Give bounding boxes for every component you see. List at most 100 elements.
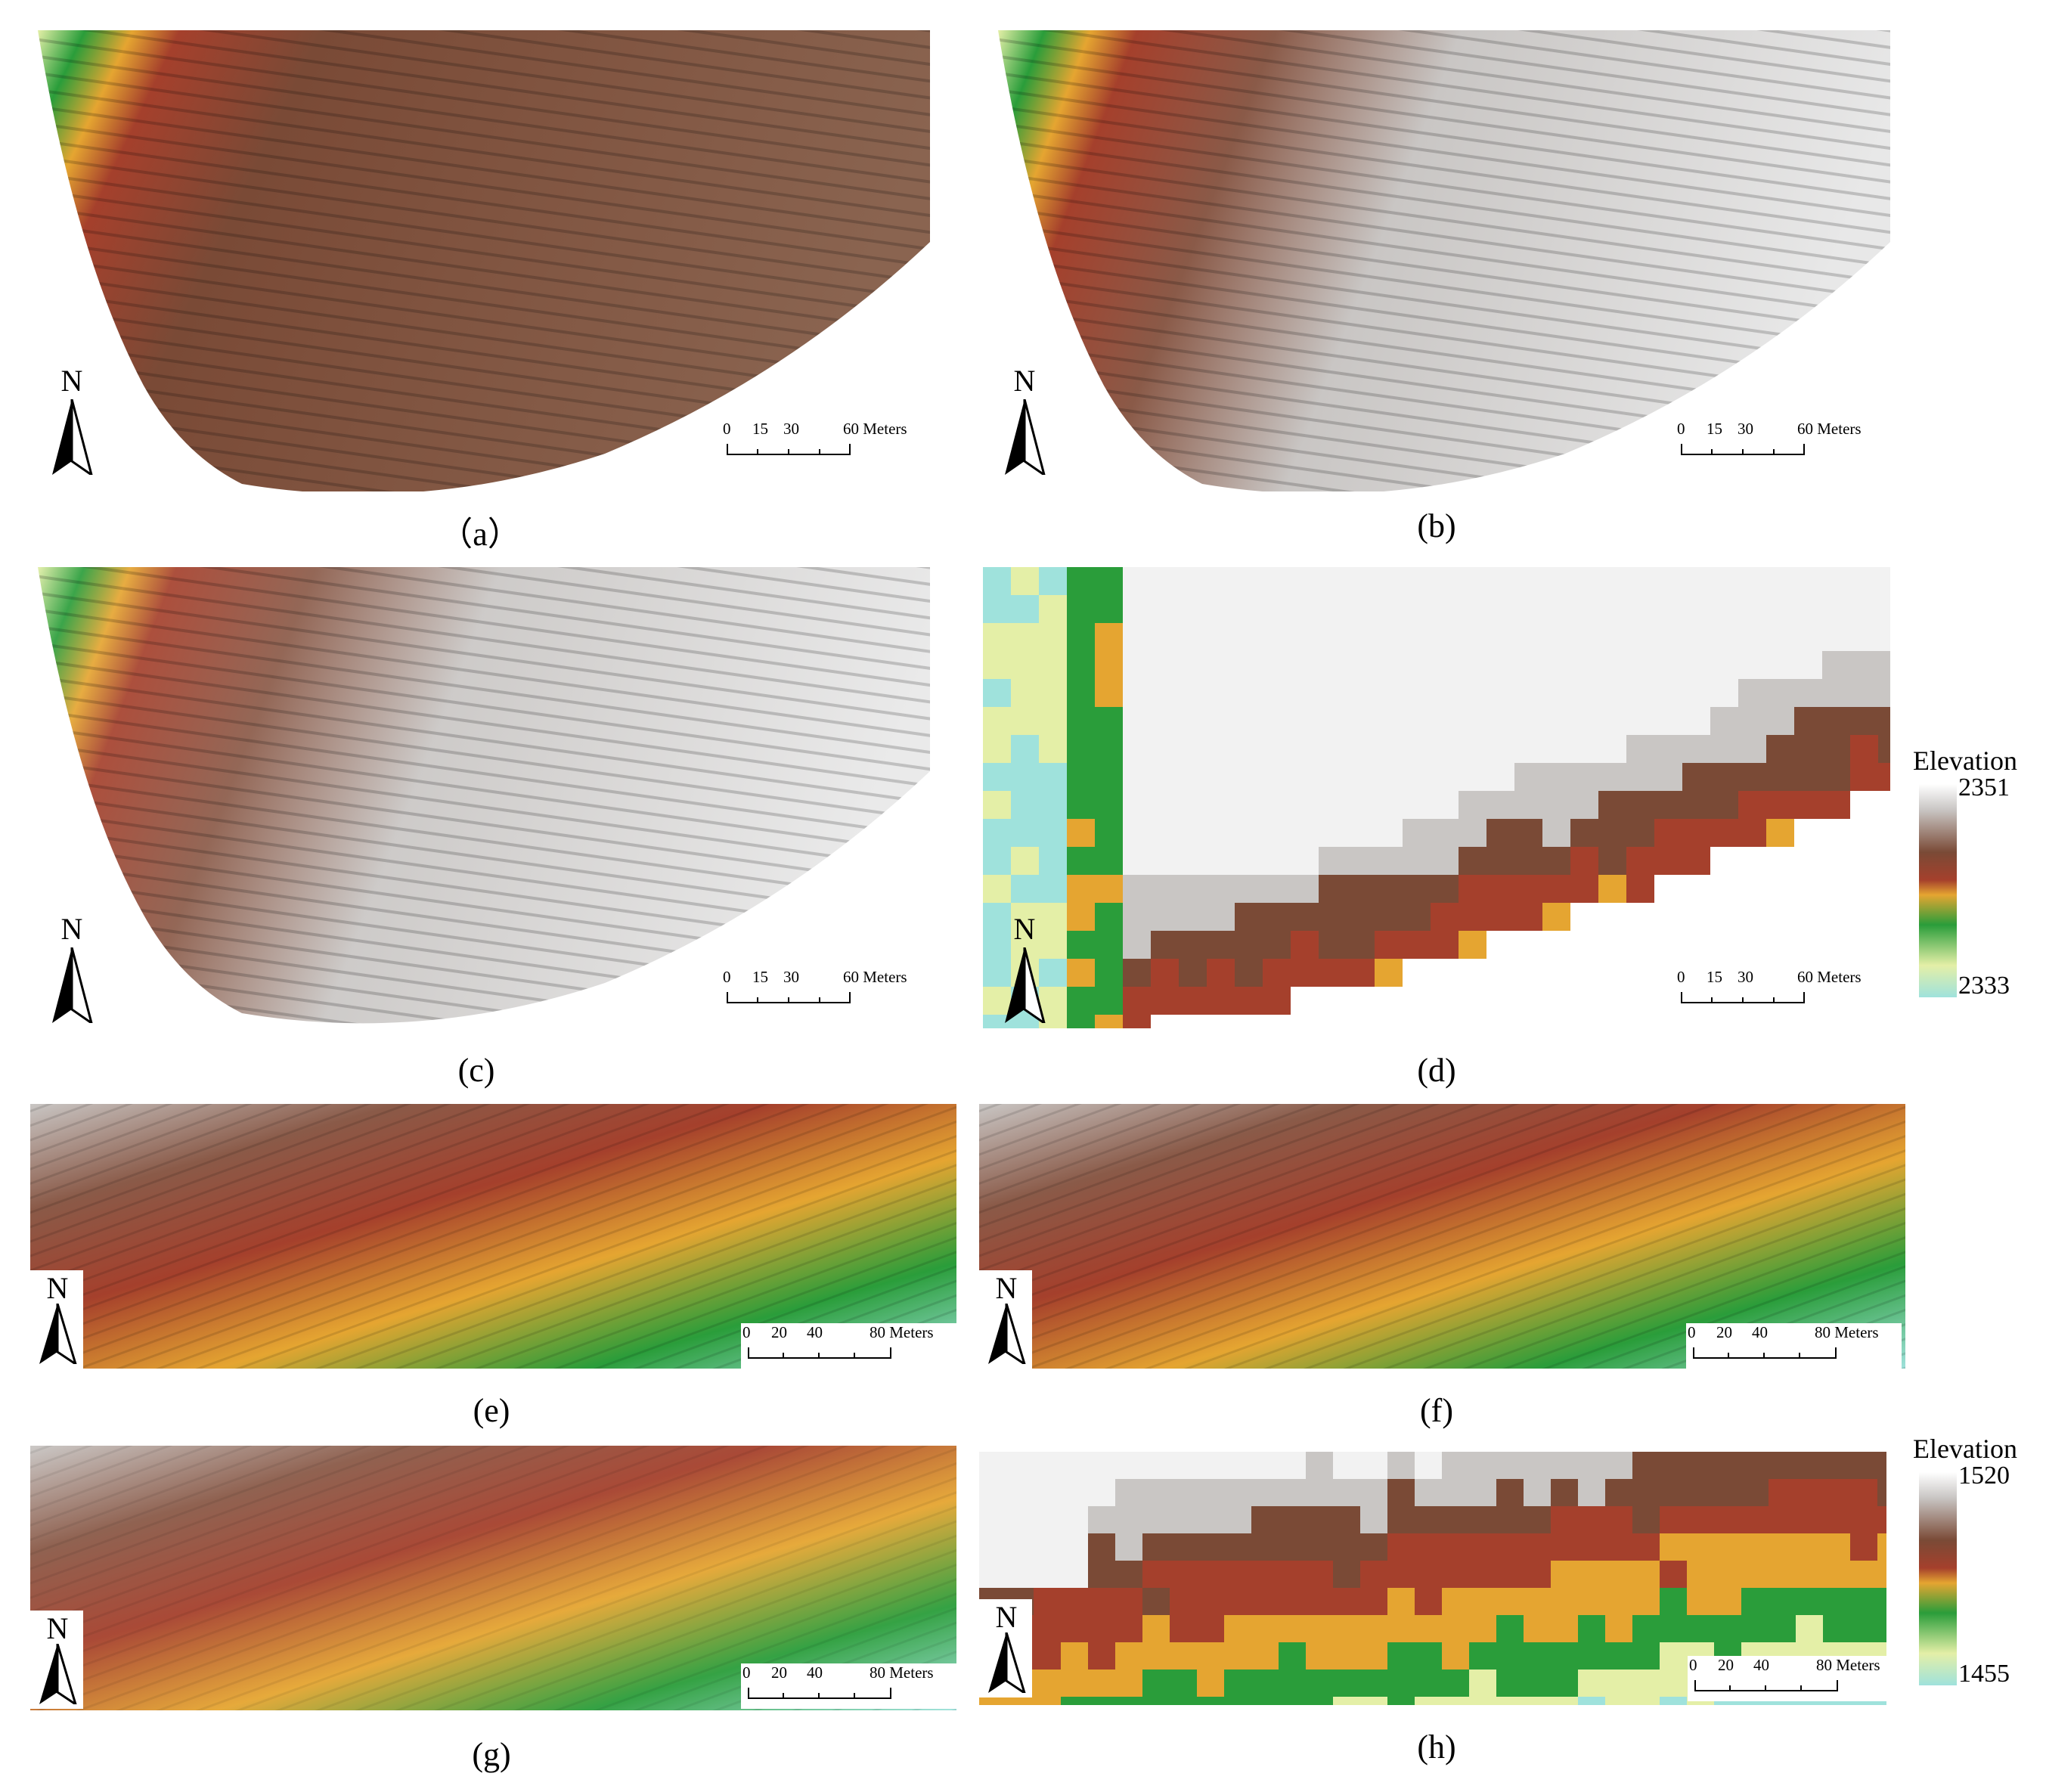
elevation-cell [1207, 959, 1235, 987]
scale-bar-line [1681, 444, 1805, 455]
elevation-cell [1626, 567, 1654, 595]
elevation-cell [1263, 903, 1291, 931]
elevation-cell [1263, 931, 1291, 959]
elevation-cell [1387, 1452, 1415, 1479]
elevation-cell [1766, 735, 1794, 763]
elevation-cell [1387, 1642, 1415, 1670]
elevation-cell [1251, 1533, 1279, 1561]
elevation-cell [1850, 595, 1878, 623]
elevation-cell [1878, 651, 1890, 679]
elevation-cell [1039, 903, 1067, 931]
scale-tick-label: 40 [807, 1663, 823, 1682]
elevation-cell [1207, 623, 1235, 651]
elevation-cell [1654, 679, 1682, 707]
scale-bar-line [1693, 1347, 1837, 1359]
elevation-cell [1738, 707, 1766, 735]
elevation-cell [1878, 595, 1890, 623]
elevation-cell [1179, 595, 1207, 623]
elevation-cell [1469, 1588, 1496, 1615]
elevation-cell [1251, 1615, 1279, 1642]
elevation-cell [1794, 679, 1822, 707]
elevation-cell [1431, 707, 1459, 735]
elevation-cell [1291, 847, 1319, 875]
elevation-cell [1115, 1670, 1142, 1697]
elevation-cell [1710, 679, 1738, 707]
elevation-cell [1375, 903, 1403, 931]
elevation-cell [1306, 1670, 1333, 1697]
elevation-cell [1486, 903, 1514, 931]
elevation-cell [1179, 735, 1207, 763]
elevation-cell [1403, 931, 1431, 959]
elevation-cell [1011, 819, 1039, 847]
elevation-cell [979, 1506, 1006, 1533]
elevation-cell [1403, 819, 1431, 847]
elevation-cell [1570, 623, 1598, 651]
elevation-cell [1170, 1533, 1197, 1561]
elevation-cell [1766, 763, 1794, 791]
elevation-cell [1822, 623, 1850, 651]
elevation-cell [1207, 679, 1235, 707]
elevation-cell [1431, 903, 1459, 931]
elevation-cell [1224, 1588, 1251, 1615]
elevation-cell [1279, 1588, 1306, 1615]
elevation-cell [1115, 1697, 1142, 1705]
north-arrow-b: N [1002, 363, 1047, 476]
north-arrow-icon [39, 1644, 77, 1704]
elevation-cell [1115, 1642, 1142, 1670]
elevation-cell [1796, 1561, 1823, 1588]
elevation-cell [1387, 1670, 1415, 1697]
elevation-cell [1605, 1615, 1632, 1642]
elevation-cell [1598, 875, 1626, 903]
elevation-cell [1654, 595, 1682, 623]
elevation-cell [1459, 595, 1486, 623]
elevation-cell [1291, 819, 1319, 847]
scale-bar-b: 0 15 30 60 Meters [1677, 420, 1877, 465]
elevation-cell [1306, 1533, 1333, 1561]
elevation-cell [1796, 1533, 1823, 1561]
panel-caption: （a） [439, 516, 521, 553]
elevation-cell [1598, 651, 1626, 679]
elevation-cell [1542, 903, 1570, 931]
elevation-cell [1067, 595, 1095, 623]
elevation-cell [1682, 595, 1710, 623]
elevation-cell [1197, 1588, 1224, 1615]
elevation-cell [1306, 1479, 1333, 1506]
elevation-cell [1822, 735, 1850, 763]
elevation-cell [1524, 1506, 1551, 1533]
elevation-cell [1039, 735, 1067, 763]
elevation-cell [979, 1452, 1006, 1479]
elevation-cell [1207, 987, 1235, 1015]
elevation-cell [1551, 1697, 1578, 1705]
scale-tick-label: 30 [1738, 420, 1753, 438]
elevation-cell [1598, 679, 1626, 707]
elevation-cell [1626, 623, 1654, 651]
elevation-cell [1207, 707, 1235, 735]
elevation-cell [1877, 1479, 1886, 1506]
elevation-cell [1251, 1697, 1279, 1705]
elevation-cell [1486, 595, 1514, 623]
elevation-cell [1524, 1670, 1551, 1697]
elevation-cell [1626, 707, 1654, 735]
elevation-cell [1067, 1015, 1095, 1028]
elevation-cell [1039, 595, 1067, 623]
elevation-cell [1375, 819, 1403, 847]
elevation-cell [1570, 679, 1598, 707]
north-arrow-g: N [30, 1611, 83, 1709]
elevation-cell [1142, 1452, 1170, 1479]
north-arrow-f: N [979, 1270, 1032, 1369]
elevation-cell [1039, 567, 1067, 595]
elevation-cell [1067, 847, 1095, 875]
elevation-cell [1235, 679, 1263, 707]
elevation-cell [1088, 1615, 1115, 1642]
map-c [30, 567, 930, 1028]
elevation-cell [1486, 763, 1514, 791]
elevation-cell [1794, 595, 1822, 623]
elevation-cell [983, 763, 1011, 791]
elevation-cell [1738, 651, 1766, 679]
elevation-cell [1710, 623, 1738, 651]
legend-title: Elevation [1913, 1434, 2017, 1464]
elevation-cell [1263, 847, 1291, 875]
elevation-cell [1551, 1561, 1578, 1588]
elevation-cell [1431, 679, 1459, 707]
elevation-cell [1710, 707, 1738, 735]
